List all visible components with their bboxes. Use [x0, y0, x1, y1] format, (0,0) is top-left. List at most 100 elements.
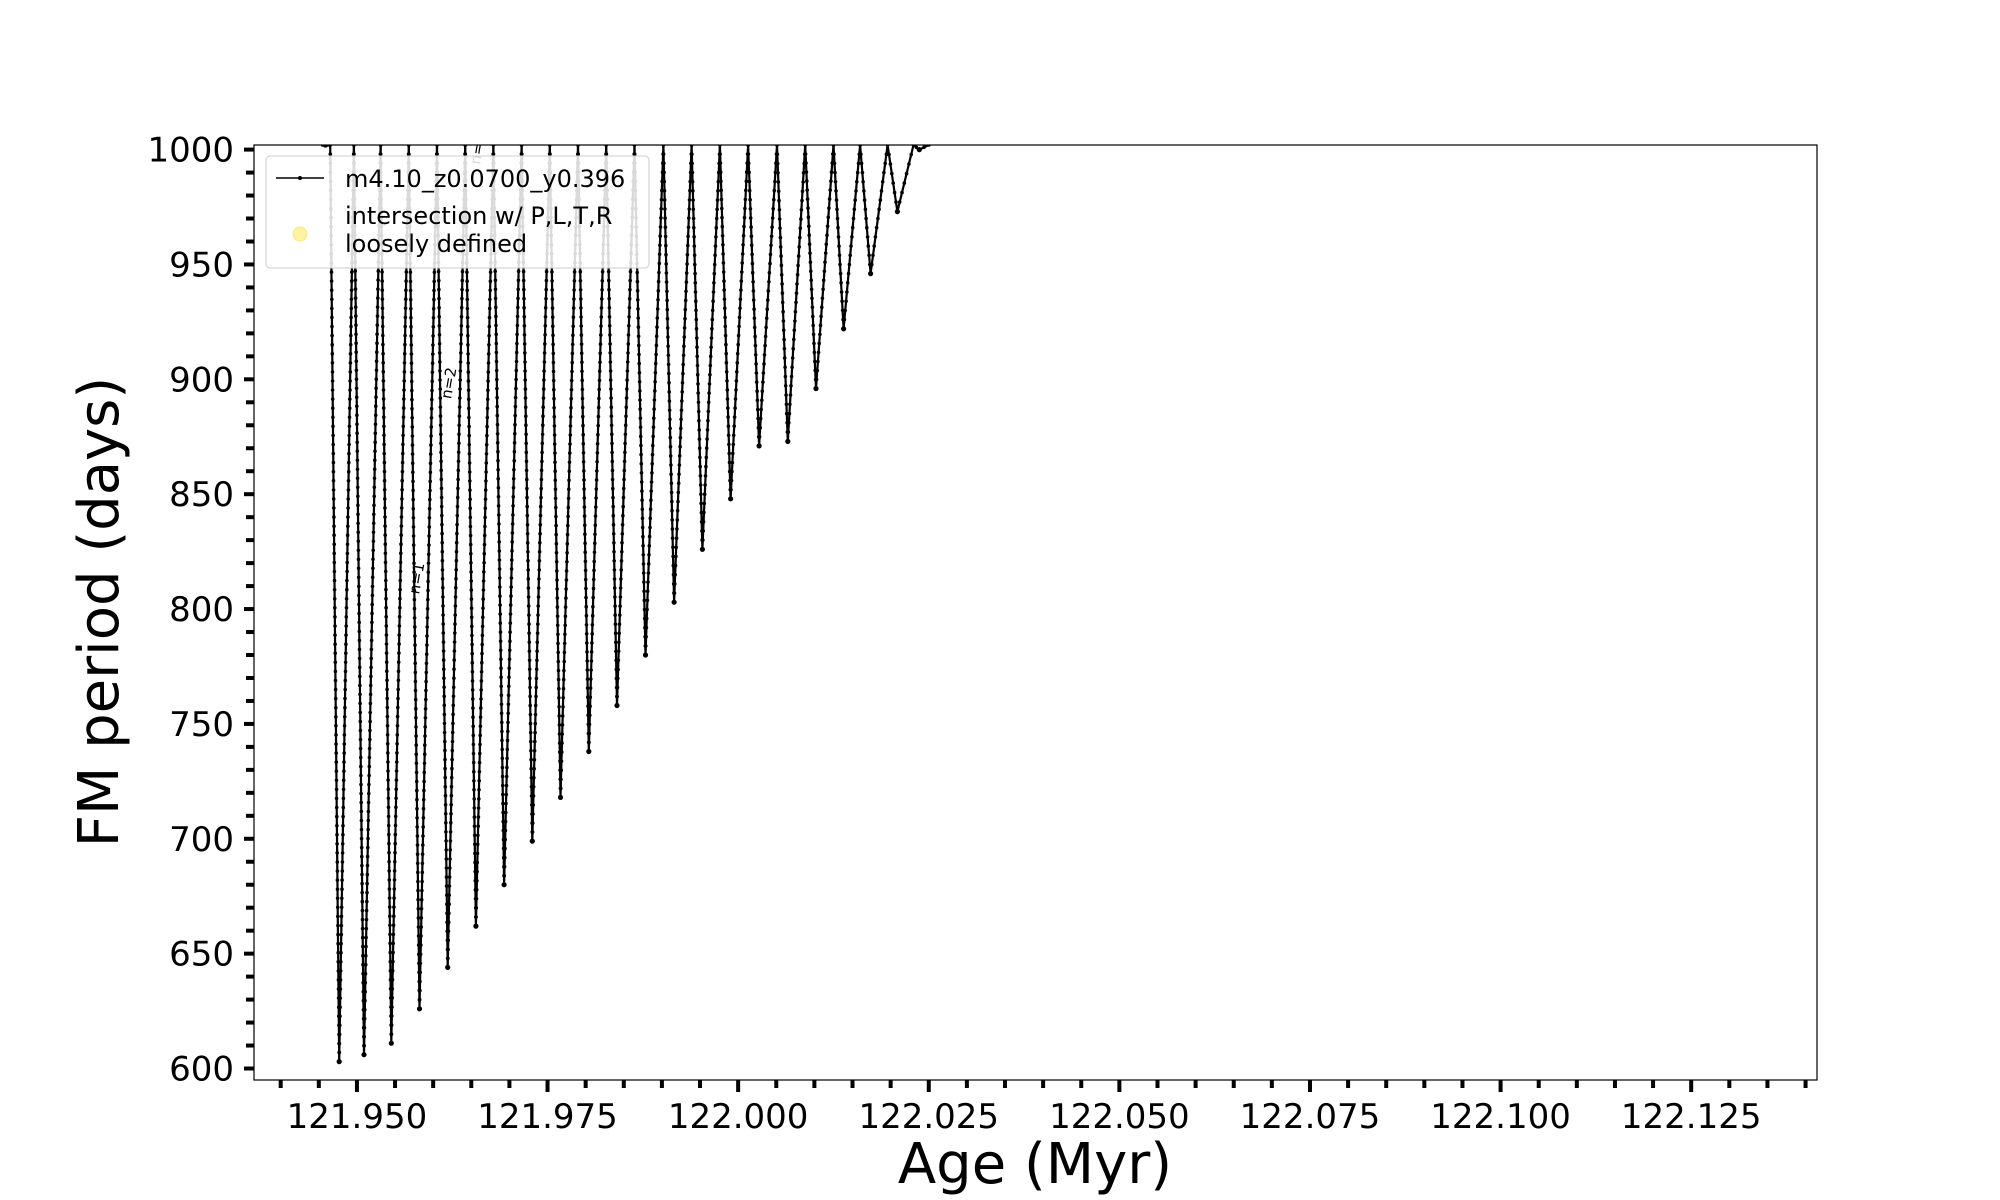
data-point: [527, 631, 531, 635]
data-point: [402, 370, 407, 374]
data-point: [617, 640, 621, 645]
data-point: [435, 152, 439, 156]
data-point: [698, 455, 702, 460]
data-point: [555, 578, 559, 582]
data-point: [477, 769, 482, 774]
data-point: [414, 706, 418, 711]
data-point: [524, 432, 528, 437]
data-point: [679, 408, 684, 413]
data-point: [816, 350, 821, 355]
data-point: [635, 270, 639, 275]
data-point: [442, 730, 447, 735]
data-point: [481, 579, 486, 583]
data-point: [414, 743, 419, 747]
data-point: [581, 451, 586, 455]
data-point: [582, 487, 586, 491]
data-point: [444, 875, 449, 879]
data-point: [585, 659, 589, 663]
data-point: [537, 568, 541, 572]
data-point: [514, 377, 518, 382]
data-point: [525, 504, 529, 509]
data-point: [372, 467, 377, 472]
data-point: [645, 589, 650, 594]
data-point: [349, 315, 353, 320]
data-point: [624, 405, 629, 410]
data-point: [449, 793, 454, 798]
data-point: [907, 162, 911, 166]
data-point: [363, 1007, 367, 1012]
data-point: [625, 360, 630, 364]
data-point: [681, 353, 686, 358]
data-point: [619, 577, 623, 581]
data-point: [360, 899, 365, 904]
data-point: [612, 586, 617, 590]
data-point: [534, 667, 539, 672]
data-point: [369, 647, 374, 652]
data-point: [387, 841, 391, 846]
data-point: [388, 950, 393, 955]
data-point: [333, 678, 338, 683]
data-point: [479, 688, 484, 692]
data-point: [479, 679, 484, 683]
data-point: [522, 315, 527, 319]
data-point: [686, 225, 691, 230]
data-point: [357, 647, 362, 652]
data-point: [613, 613, 617, 617]
data-point: [364, 935, 368, 940]
data-point: [652, 407, 656, 411]
data-point: [346, 506, 350, 510]
data-point: [623, 441, 627, 446]
data-point: [457, 405, 462, 409]
data-point: [442, 676, 446, 680]
data-point: [751, 298, 756, 302]
data-point: [358, 701, 362, 706]
data-point: [394, 796, 398, 801]
data-point: [357, 656, 362, 661]
data-point: [676, 490, 681, 495]
data-point: [419, 897, 424, 902]
data-point: [760, 398, 764, 403]
data-point: [705, 428, 710, 432]
data-point: [693, 290, 698, 294]
data-point: [390, 987, 395, 991]
data-point: [468, 533, 473, 538]
data-point: [703, 474, 708, 478]
data-point: [396, 705, 400, 710]
data-point: [343, 660, 348, 665]
legend-label-intersection-line2: loosely defined: [345, 230, 527, 258]
data-point: [673, 563, 678, 568]
data-point: [652, 398, 657, 402]
data-point: [341, 832, 345, 837]
data-point: [441, 604, 445, 608]
y-axis-title: FM period (days): [67, 377, 132, 847]
cycle-minimum-point: [473, 923, 479, 929]
data-point: [335, 823, 339, 828]
data-point: [748, 207, 753, 211]
data-point: [598, 351, 602, 356]
data-point: [438, 414, 443, 418]
data-point: [409, 334, 413, 338]
data-point: [359, 782, 363, 787]
data-point: [410, 434, 415, 438]
data-point: [347, 424, 352, 429]
data-point: [345, 542, 350, 547]
data-point: [363, 971, 368, 976]
data-point: [695, 372, 700, 377]
data-point: [440, 522, 444, 527]
data-point: [692, 235, 696, 239]
data-point: [383, 542, 388, 546]
data-point: [621, 513, 625, 518]
data-point: [354, 359, 359, 364]
data-point: [421, 825, 426, 829]
data-point: [649, 480, 654, 484]
data-point: [508, 630, 512, 634]
data-point: [618, 595, 623, 599]
data-point: [409, 370, 414, 375]
data-point: [357, 593, 361, 598]
data-point: [380, 324, 385, 329]
data-point: [618, 586, 623, 590]
data-point: [332, 578, 337, 583]
data-point: [450, 766, 454, 771]
data-point: [483, 506, 488, 511]
data-point: [384, 596, 388, 601]
